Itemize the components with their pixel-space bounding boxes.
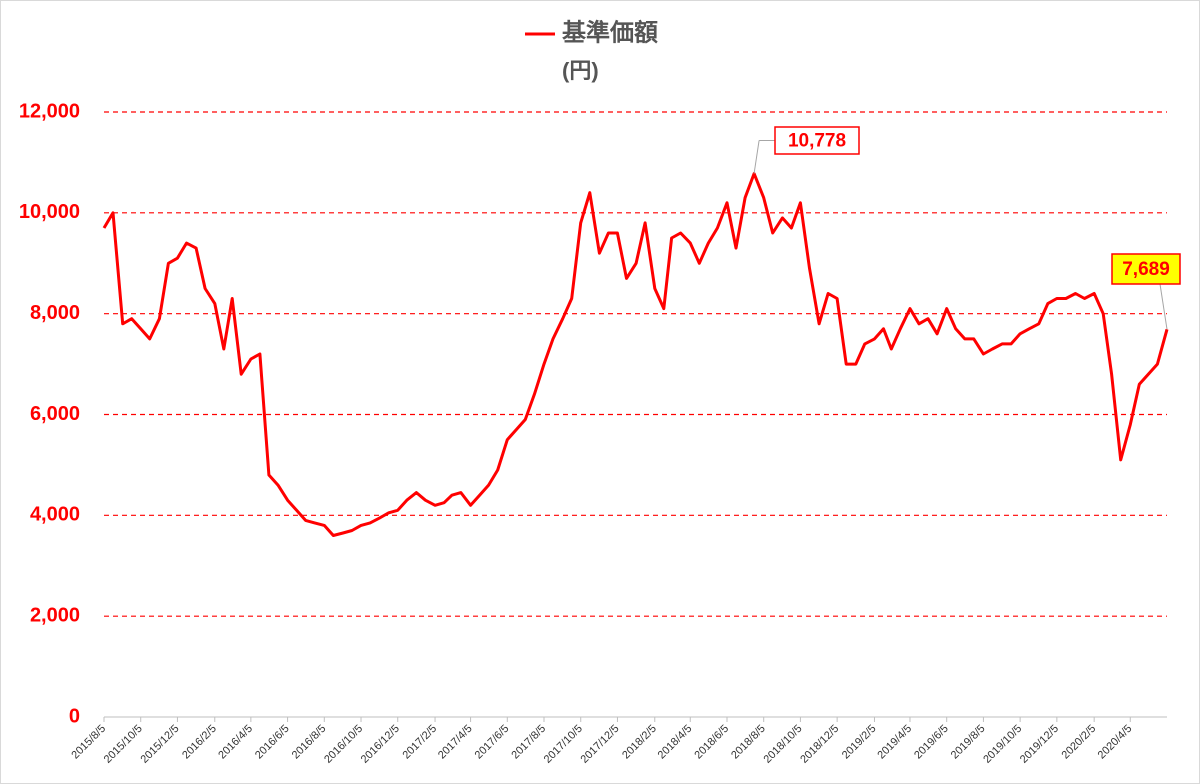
y-unit-label: (円) bbox=[562, 58, 599, 83]
callout-leader bbox=[1159, 283, 1168, 330]
callout-box bbox=[774, 126, 860, 155]
y-tick-label: 0 bbox=[69, 705, 80, 727]
y-tick-label: 8,000 bbox=[30, 302, 80, 324]
data-line bbox=[102, 172, 1169, 537]
y-tick-label: 4,000 bbox=[30, 504, 80, 526]
y-tick-label: 10,000 bbox=[19, 201, 80, 223]
y-tick-label: 6,000 bbox=[30, 403, 80, 425]
callout-box bbox=[1111, 253, 1181, 285]
y-tick-label: 2,000 bbox=[30, 604, 80, 626]
callout-leader bbox=[753, 140, 760, 174]
y-tick-label: 12,000 bbox=[19, 100, 80, 122]
callout-label: 10,778 bbox=[788, 131, 846, 152]
callout-label: 7,689 bbox=[1122, 259, 1170, 280]
chart-title: 基準価額 bbox=[562, 18, 658, 46]
